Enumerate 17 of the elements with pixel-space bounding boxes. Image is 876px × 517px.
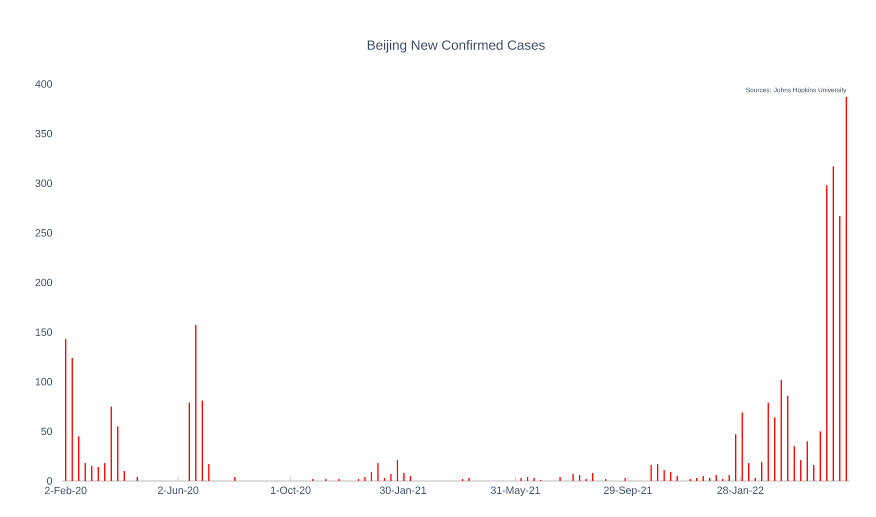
x-tick-label: 1-Oct-20 <box>271 486 311 494</box>
y-tick-label: 250 <box>36 229 52 237</box>
x-tick-label: 31-May-21 <box>490 486 540 496</box>
x-tick-label: 29-Sep-21 <box>604 486 652 496</box>
x-tick-label: 28-Jan-22 <box>717 486 764 494</box>
y-tick-label: 400 <box>35 80 52 88</box>
y-tick-label: 150 <box>36 328 52 336</box>
y-tick-label: 50 <box>41 428 52 436</box>
x-tick-label: 2-Feb-20 <box>45 486 87 494</box>
x-tick-label: 30-Jan-21 <box>380 486 426 494</box>
y-tick-label: 200 <box>36 278 52 286</box>
y-tick-label: 350 <box>35 130 52 138</box>
y-tick-label: 100 <box>36 378 52 386</box>
chart-title: Beijing New Confirmed Cases <box>368 40 545 53</box>
x-tick-label: 2-Jun-20 <box>158 486 198 494</box>
y-tick-label: 300 <box>35 180 52 187</box>
y-tick-label: 0 <box>47 477 52 485</box>
